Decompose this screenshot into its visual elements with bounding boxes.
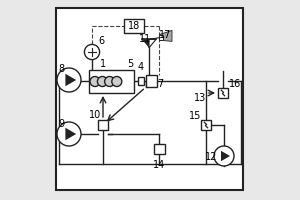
Text: 9: 9 [58, 119, 65, 129]
Bar [146, 75, 157, 87]
Bar [159, 35, 163, 40]
Bar [89, 70, 134, 93]
Text: 8: 8 [58, 64, 65, 74]
Text: 11: 11 [139, 34, 151, 44]
Bar [124, 19, 144, 33]
Bar [138, 77, 144, 85]
Text: 10: 10 [89, 110, 101, 120]
Circle shape [57, 122, 81, 146]
Circle shape [98, 76, 107, 86]
Polygon shape [65, 128, 76, 140]
Bar [201, 120, 211, 130]
Polygon shape [221, 151, 230, 161]
Text: 17: 17 [159, 30, 171, 40]
Polygon shape [65, 74, 76, 86]
Circle shape [84, 44, 100, 60]
Circle shape [112, 76, 122, 86]
Bar [98, 120, 108, 130]
Bar [218, 88, 228, 98]
Polygon shape [149, 39, 156, 48]
Text: 6: 6 [98, 36, 104, 46]
Text: 1: 1 [100, 59, 106, 69]
Polygon shape [142, 39, 149, 48]
Text: 18: 18 [128, 21, 140, 31]
Text: 7: 7 [157, 79, 163, 89]
Text: 13: 13 [194, 93, 206, 103]
Text: 15: 15 [189, 111, 202, 121]
Text: 5: 5 [127, 59, 133, 69]
Circle shape [214, 146, 234, 166]
Circle shape [90, 76, 100, 86]
Polygon shape [160, 30, 172, 41]
Bar [154, 144, 164, 154]
Text: 16: 16 [229, 79, 241, 89]
Text: 12: 12 [205, 152, 217, 162]
Circle shape [105, 76, 115, 86]
Text: 14: 14 [153, 160, 165, 170]
Text: 4: 4 [138, 62, 144, 72]
Circle shape [57, 68, 81, 92]
